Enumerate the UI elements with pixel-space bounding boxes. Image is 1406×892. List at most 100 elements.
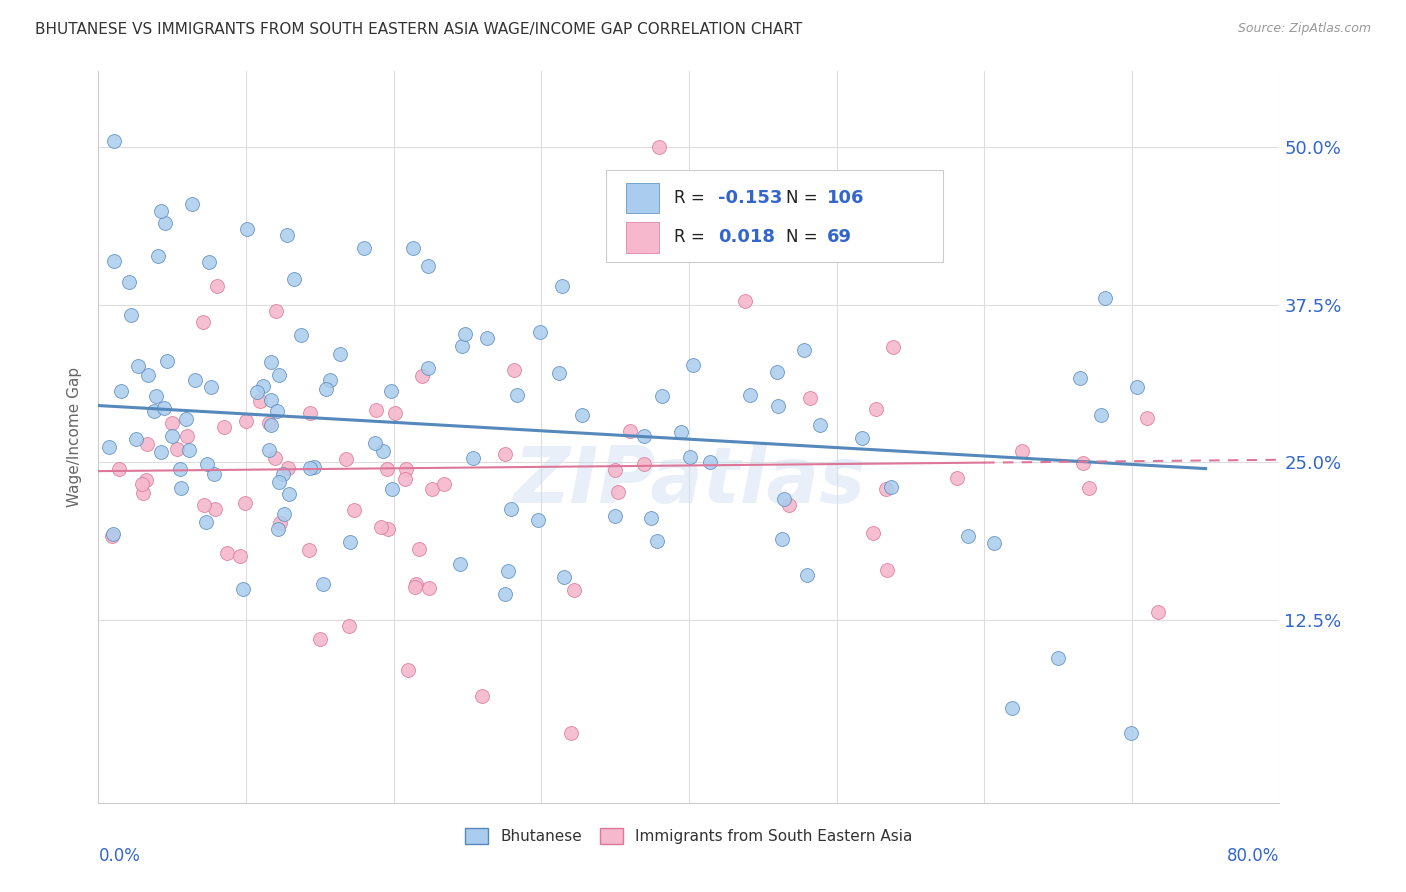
- Point: [202, 467, 225, 481]
- Point: [475, 331, 498, 345]
- Point: [200, 380, 222, 394]
- Point: [217, 546, 239, 560]
- Point: [405, 577, 427, 591]
- Point: [135, 436, 157, 450]
- Point: [571, 408, 593, 422]
- Point: [370, 519, 392, 533]
- Point: [283, 272, 305, 286]
- Point: [461, 451, 484, 466]
- Point: [529, 325, 551, 339]
- Point: [229, 549, 252, 563]
- Point: [312, 577, 335, 591]
- Point: [1147, 605, 1170, 619]
- Point: [195, 457, 218, 471]
- Point: [506, 387, 529, 401]
- Point: [152, 401, 174, 416]
- Point: [198, 255, 221, 269]
- Point: [212, 420, 235, 434]
- Point: [1078, 481, 1101, 495]
- Point: [734, 294, 756, 309]
- Point: [1119, 726, 1142, 740]
- Point: [233, 496, 256, 510]
- Point: [499, 501, 522, 516]
- Point: [309, 632, 332, 646]
- Point: [263, 451, 285, 466]
- Y-axis label: Wage/Income Gap: Wage/Income Gap: [67, 367, 83, 508]
- Point: [494, 587, 516, 601]
- Point: [793, 343, 815, 358]
- Point: [246, 385, 269, 400]
- Text: 69: 69: [827, 228, 852, 246]
- Point: [882, 340, 904, 354]
- Point: [267, 522, 290, 536]
- Text: 0.0%: 0.0%: [98, 847, 141, 864]
- Point: [983, 536, 1005, 550]
- Point: [772, 532, 794, 546]
- Point: [553, 570, 575, 584]
- Point: [150, 445, 173, 459]
- Point: [181, 196, 204, 211]
- Point: [131, 476, 153, 491]
- Point: [418, 582, 440, 596]
- Text: R =: R =: [673, 189, 710, 207]
- Point: [796, 568, 818, 582]
- Point: [411, 368, 433, 383]
- Text: -0.153: -0.153: [718, 189, 783, 207]
- Point: [380, 384, 402, 398]
- Point: [562, 583, 585, 598]
- Point: [174, 411, 197, 425]
- Point: [97, 440, 120, 454]
- Point: [605, 463, 627, 477]
- Point: [453, 327, 475, 342]
- Point: [502, 363, 524, 377]
- Point: [808, 417, 831, 432]
- Point: [527, 513, 550, 527]
- Point: [862, 525, 884, 540]
- Point: [648, 140, 671, 154]
- Point: [416, 259, 439, 273]
- Point: [299, 461, 322, 475]
- Point: [1001, 701, 1024, 715]
- Point: [278, 487, 301, 501]
- FancyBboxPatch shape: [626, 183, 659, 213]
- Point: [269, 368, 291, 383]
- Point: [778, 498, 800, 512]
- Point: [699, 455, 721, 469]
- Text: 0.018: 0.018: [718, 228, 776, 246]
- Point: [146, 249, 169, 263]
- Point: [103, 134, 125, 148]
- Point: [876, 482, 898, 496]
- Point: [799, 391, 821, 405]
- Point: [266, 404, 288, 418]
- Point: [550, 278, 572, 293]
- Point: [120, 308, 142, 322]
- Point: [381, 482, 404, 496]
- Point: [364, 436, 387, 450]
- Point: [765, 365, 787, 379]
- Text: 106: 106: [827, 189, 865, 207]
- Point: [127, 359, 149, 373]
- Point: [273, 508, 295, 522]
- Point: [205, 278, 228, 293]
- Point: [100, 529, 122, 543]
- Point: [957, 529, 980, 543]
- Point: [107, 462, 129, 476]
- FancyBboxPatch shape: [606, 170, 943, 261]
- Point: [339, 535, 361, 549]
- Text: 80.0%: 80.0%: [1227, 847, 1279, 864]
- Point: [329, 347, 352, 361]
- Legend: Bhutanese, Immigrants from South Eastern Asia: Bhutanese, Immigrants from South Eastern…: [458, 822, 920, 850]
- Point: [548, 366, 571, 380]
- Point: [169, 462, 191, 476]
- Point: [302, 460, 325, 475]
- Point: [1090, 409, 1112, 423]
- Point: [851, 431, 873, 445]
- Point: [766, 400, 789, 414]
- Point: [946, 471, 969, 485]
- Point: [132, 485, 155, 500]
- Text: N =: N =: [786, 228, 823, 246]
- Text: ZIPatlas: ZIPatlas: [513, 443, 865, 519]
- Text: N =: N =: [786, 189, 823, 207]
- Text: BHUTANESE VS IMMIGRANTS FROM SOUTH EASTERN ASIA WAGE/INCOME GAP CORRELATION CHAR: BHUTANESE VS IMMIGRANTS FROM SOUTH EASTE…: [35, 22, 803, 37]
- Point: [155, 353, 177, 368]
